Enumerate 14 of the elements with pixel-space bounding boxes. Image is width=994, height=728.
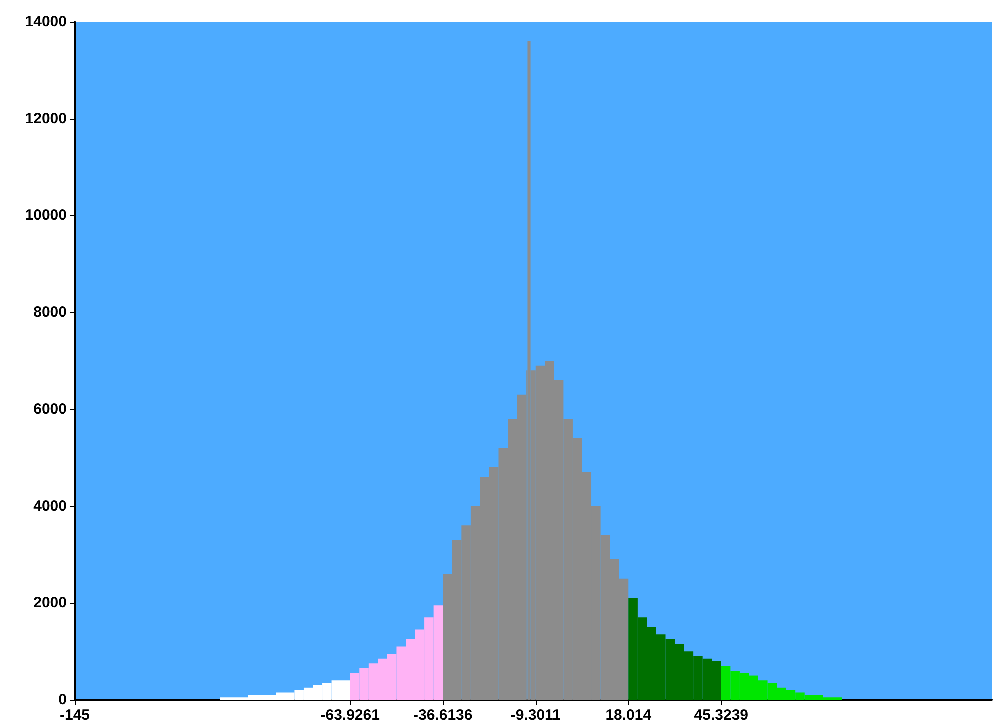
y-tick-label: 12000 bbox=[25, 110, 67, 128]
y-tick-label: 8000 bbox=[34, 304, 67, 322]
x-tick-label: -9.3011 bbox=[510, 707, 561, 724]
x-tick-label: -63.9261 bbox=[320, 707, 380, 724]
y-tick-label: 6000 bbox=[34, 400, 67, 418]
y-tick-label: 4000 bbox=[34, 498, 67, 515]
x-tick-label: -145 bbox=[60, 707, 90, 724]
x-tick-label: 45.3239 bbox=[694, 707, 749, 724]
y-tick-label: 2000 bbox=[34, 594, 67, 612]
y-tick-label: 14000 bbox=[25, 14, 67, 30]
x-tick-label: -36.6136 bbox=[414, 707, 473, 724]
y-tick-label: 10000 bbox=[25, 207, 67, 224]
y-tick-label: 0 bbox=[58, 692, 67, 708]
x-tick-label: 18.014 bbox=[606, 707, 652, 724]
